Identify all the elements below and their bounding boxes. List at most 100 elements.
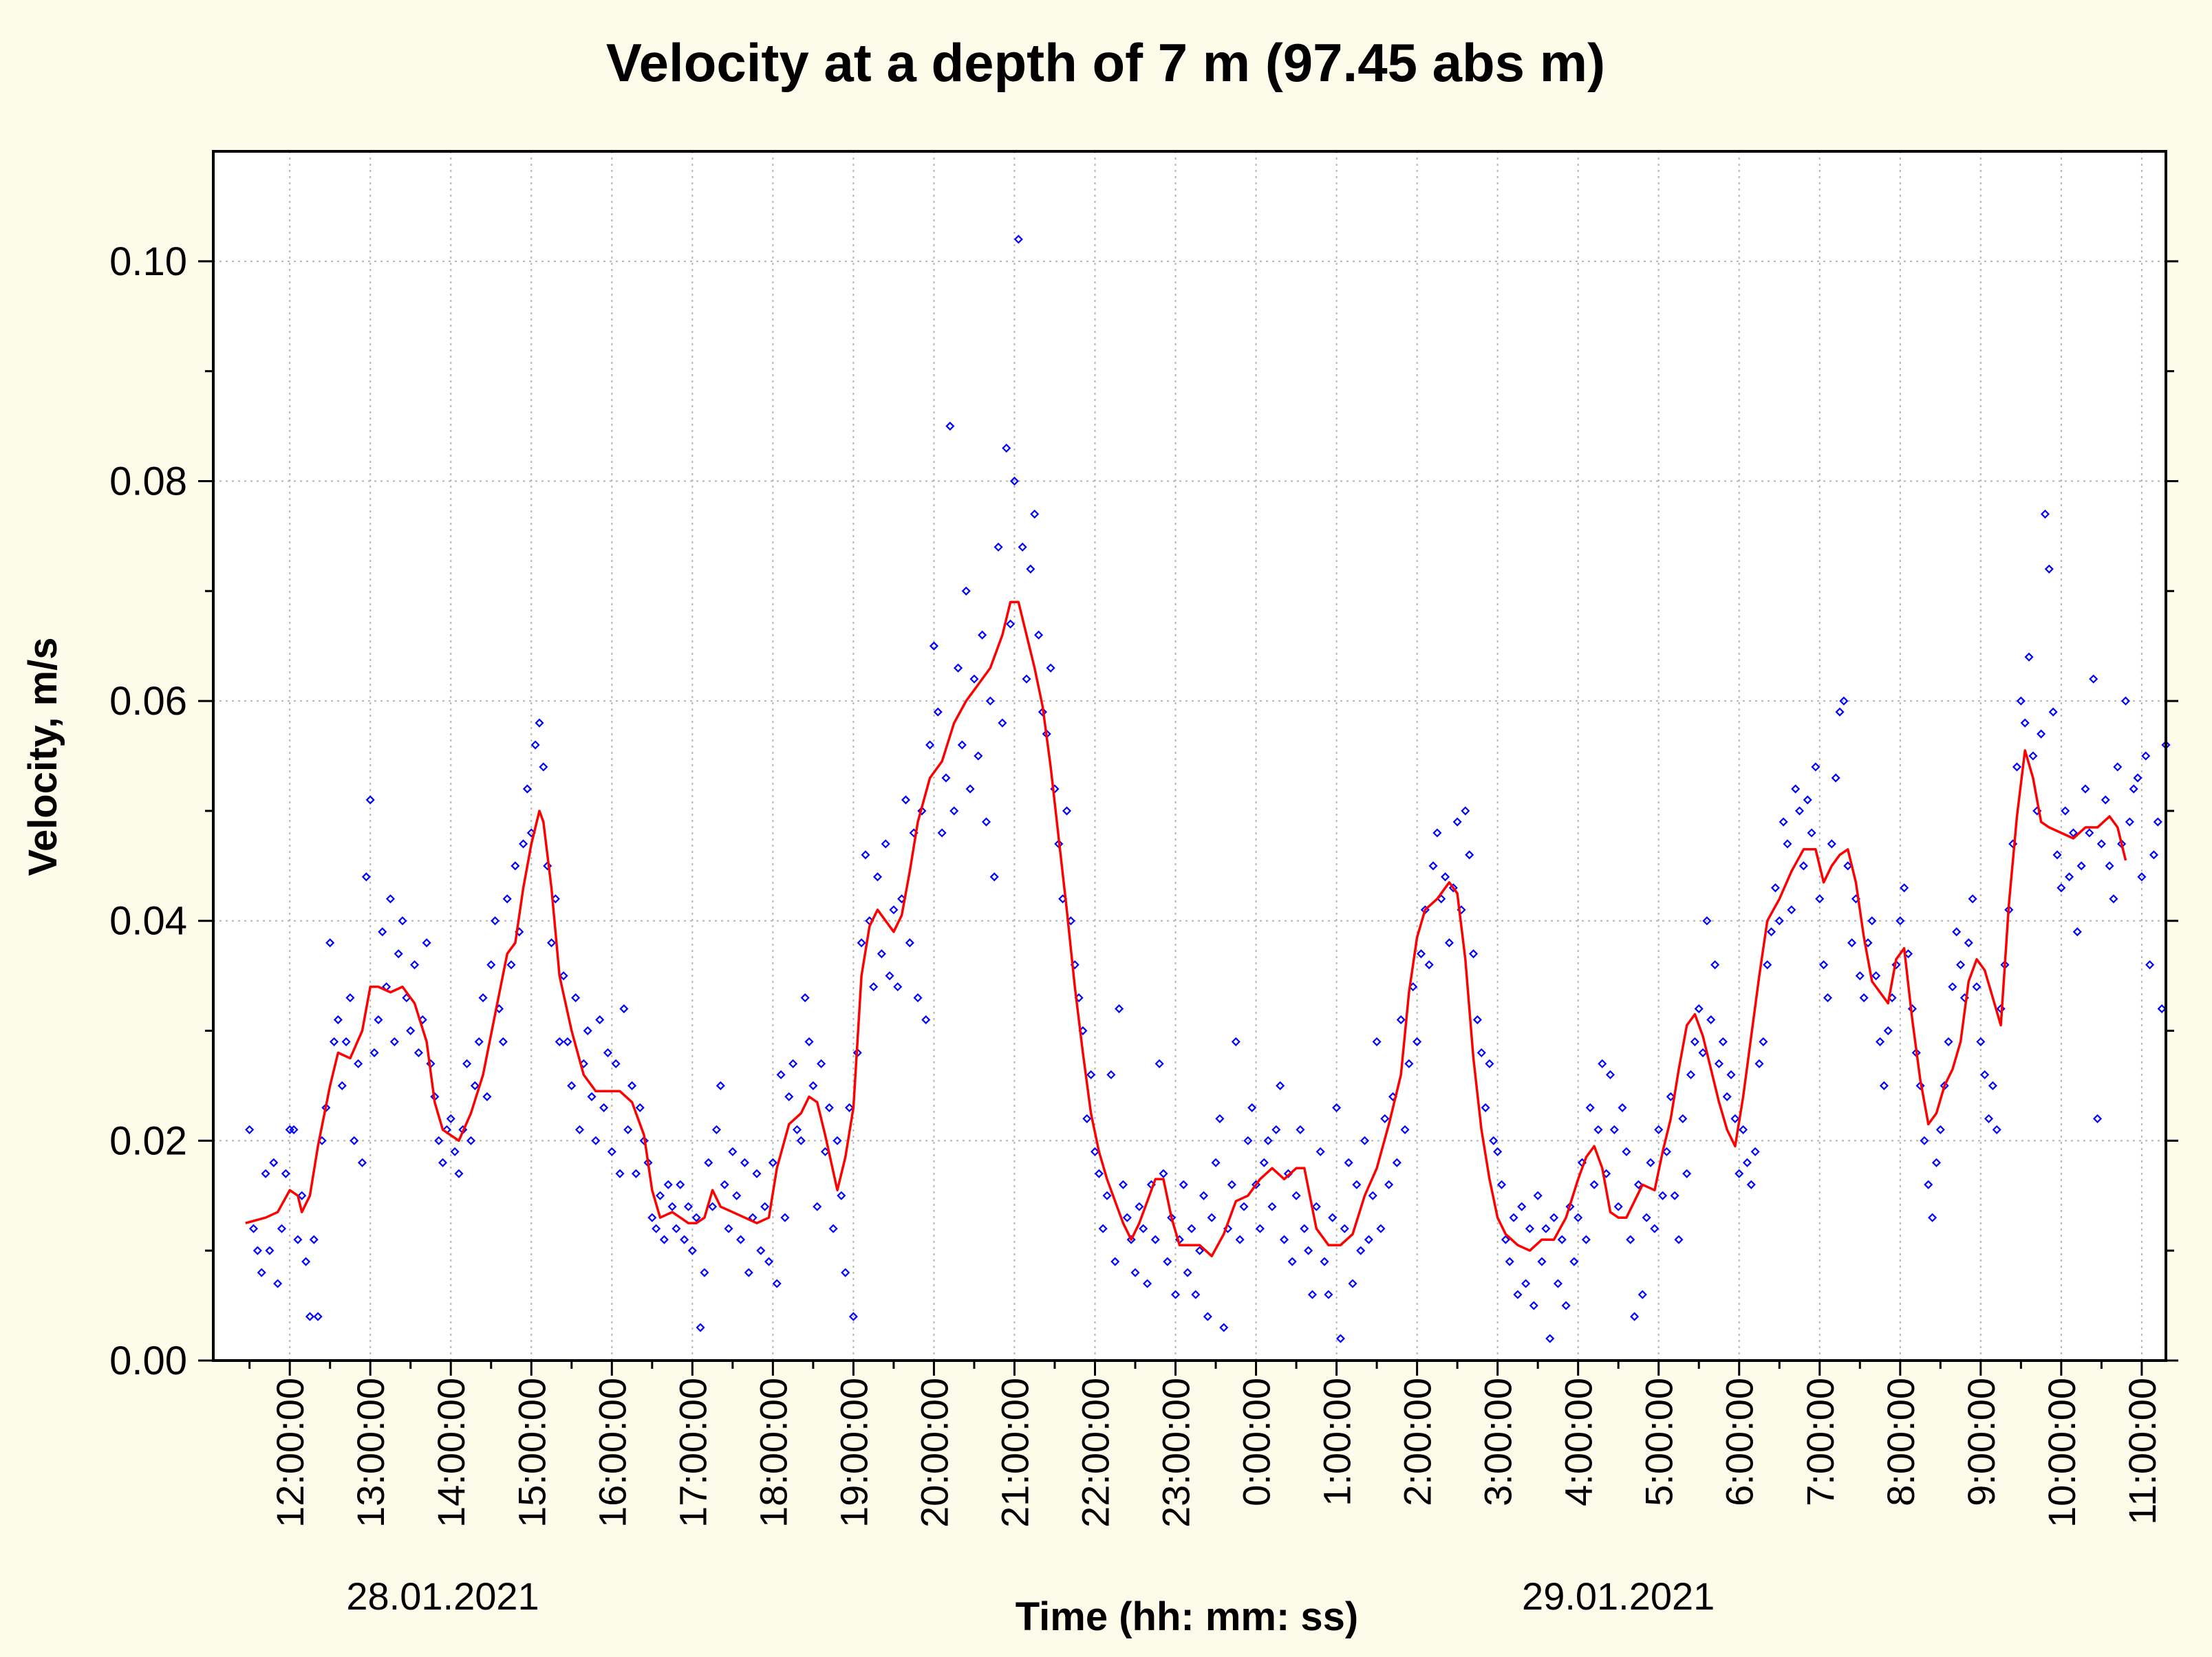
scatter-point — [2096, 839, 2106, 849]
scatter-point — [1477, 1048, 1486, 1058]
scatter-point — [901, 795, 911, 805]
scatter-point — [1002, 443, 1011, 453]
scatter-point — [1557, 1235, 1567, 1244]
scatter-point — [1207, 1213, 1216, 1222]
scatter-point — [1803, 795, 1812, 805]
scatter-point — [530, 740, 540, 750]
scatter-point — [1674, 1235, 1684, 1244]
scatter-point — [454, 1169, 464, 1178]
scatter-point — [1110, 1257, 1120, 1266]
scatter-point — [1686, 1070, 1696, 1080]
scatter-point — [293, 1235, 303, 1244]
scatter-point — [1118, 1180, 1128, 1189]
scatter-point — [1496, 1180, 1507, 1189]
scatter-point — [394, 949, 403, 959]
scatter-point — [1513, 1290, 1523, 1299]
scatter-point — [1585, 1103, 1595, 1112]
scatter-point — [1013, 235, 1023, 244]
scatter-point — [354, 1059, 363, 1069]
scatter-point — [735, 1235, 746, 1244]
scatter-point — [519, 839, 528, 849]
scatter-point — [559, 971, 568, 981]
scatter-point — [1335, 1334, 1345, 1343]
scatter-point — [1328, 1213, 1338, 1222]
scatter-point — [1416, 949, 1426, 959]
scatter-point — [1831, 773, 1840, 783]
scatter-point — [1115, 1004, 1124, 1014]
scatter-point — [1956, 960, 1966, 970]
scatter-point — [780, 1213, 790, 1222]
scatter-point — [885, 971, 894, 981]
scatter-point — [828, 1224, 838, 1233]
scatter-point — [1404, 1059, 1414, 1069]
scatter-point — [1630, 1312, 1640, 1321]
scatter-point — [1533, 1191, 1543, 1200]
scatter-point — [1255, 1224, 1265, 1233]
scatter-point — [470, 1081, 480, 1091]
scatter-point — [2012, 762, 2022, 772]
scatter-point — [2081, 784, 2090, 794]
scatter-point — [1465, 850, 1474, 860]
scatter-point — [575, 1125, 585, 1134]
scatter-point — [1159, 1169, 1168, 1178]
x-tick-label: 6:00:00 — [1718, 1378, 1761, 1506]
scatter-point — [1646, 1158, 1655, 1167]
scatter-point — [1400, 1125, 1410, 1134]
scatter-point — [1219, 1323, 1229, 1332]
scatter-point — [1034, 630, 1044, 640]
scatter-point — [800, 993, 810, 1003]
scatter-point — [1920, 1136, 1929, 1145]
scatter-point — [1501, 1235, 1510, 1244]
scatter-point — [974, 751, 983, 761]
scatter-point — [2133, 773, 2143, 783]
scatter-point — [728, 1147, 738, 1156]
scatter-point — [607, 1147, 616, 1156]
x-tick-label: 9:00:00 — [1959, 1378, 2003, 1506]
scatter-point — [486, 960, 496, 970]
scatter-point — [1827, 839, 1836, 849]
scatter-point — [784, 1092, 794, 1101]
scatter-point — [1468, 949, 1479, 959]
scatter-point — [325, 938, 335, 948]
scatter-point — [1690, 1037, 1699, 1047]
scatter-point — [1549, 1213, 1559, 1222]
scatter-point — [506, 960, 516, 970]
scatter-point — [365, 795, 375, 805]
scatter-point — [2037, 729, 2046, 739]
scatter-point — [1759, 1037, 1768, 1047]
scatter-point — [804, 1037, 814, 1047]
scatter-point — [410, 960, 420, 970]
scatter-point — [1090, 1147, 1100, 1156]
scatter-point — [683, 1202, 694, 1211]
scatter-point — [478, 993, 488, 1003]
scatter-point — [1948, 982, 1957, 992]
scatter-point — [2028, 751, 2038, 761]
scatter-point — [2068, 828, 2078, 838]
scatter-point — [1062, 806, 1072, 816]
scatter-point — [1372, 1037, 1382, 1047]
x-tick-label: 16:00:00 — [590, 1378, 634, 1528]
scatter-point — [1396, 1015, 1406, 1025]
scatter-point — [848, 1312, 858, 1321]
scatter-point — [869, 982, 879, 992]
scatter-point — [1618, 1103, 1627, 1112]
scatter-point — [1931, 1158, 1942, 1167]
scatter-point — [1622, 1147, 1631, 1156]
scatter-point — [498, 1037, 508, 1047]
scatter-point — [1924, 1180, 1933, 1189]
scatter-point — [969, 674, 979, 684]
scatter-point — [1980, 1070, 1990, 1080]
scatter-point — [635, 1103, 645, 1112]
scatter-point — [1472, 1015, 1482, 1025]
scatter-point — [1935, 1125, 1945, 1134]
x-tick-label: 10:00:00 — [2040, 1378, 2083, 1528]
scatter-point — [716, 1081, 725, 1091]
scatter-point — [248, 1224, 259, 1233]
y-tick-label: 0.02 — [109, 1118, 187, 1163]
scatter-point — [1316, 1147, 1325, 1156]
y-axis-label: Velocity, m/s — [21, 637, 65, 876]
scatter-point — [1126, 1235, 1136, 1244]
scatter-point — [1364, 1235, 1373, 1244]
scatter-point — [760, 1202, 770, 1211]
